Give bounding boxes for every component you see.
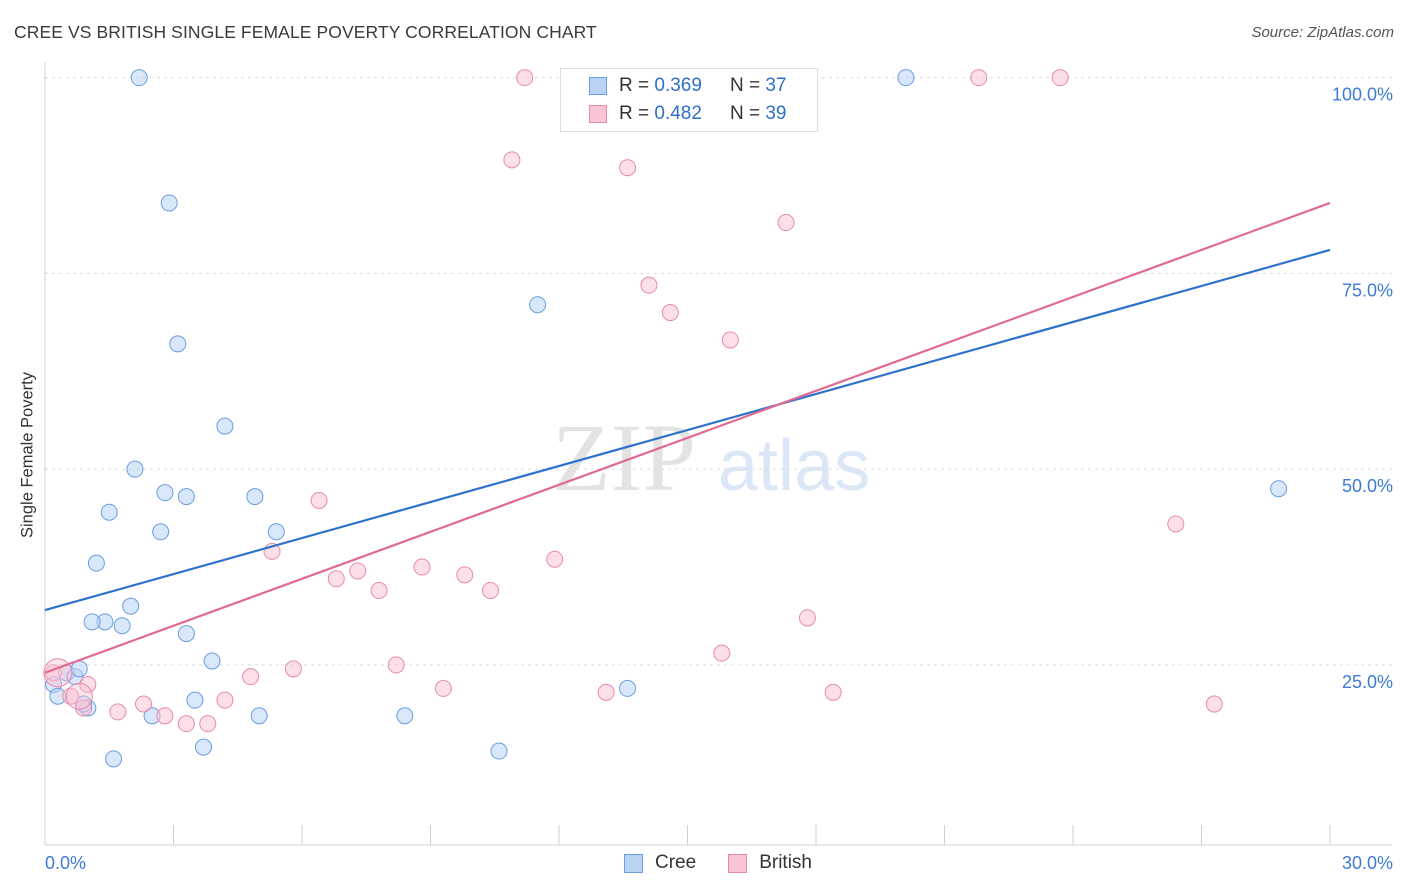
- legend-item-cree[interactable]: Cree: [624, 852, 696, 874]
- british-r-value: 0.482: [654, 103, 702, 124]
- cree-point: [160, 194, 178, 212]
- british-point: [546, 550, 564, 568]
- british-point: [370, 582, 388, 600]
- british-point: [824, 683, 842, 701]
- cree-point: [194, 738, 212, 756]
- y-tick-label: 50.0%: [1342, 476, 1393, 496]
- series-legend: Cree British: [624, 852, 844, 874]
- cree-point: [169, 335, 187, 353]
- cree-point: [152, 523, 170, 541]
- british-legend-swatch: [728, 853, 748, 873]
- y-tick-label: 75.0%: [1342, 280, 1393, 300]
- cree-point: [246, 488, 264, 506]
- british-point: [109, 703, 127, 721]
- british-trend-line: [44, 201, 1331, 674]
- british-point: [661, 304, 679, 322]
- british-swatch: [589, 105, 607, 123]
- british-point: [456, 566, 474, 584]
- british-point: [434, 679, 452, 697]
- cree-point: [87, 554, 105, 572]
- legend-row-cree: R = 0.369 N = 37: [561, 73, 786, 99]
- cree-point: [177, 488, 195, 506]
- cree-point: [156, 484, 174, 502]
- cree-point: [396, 707, 414, 725]
- british-point: [327, 570, 345, 588]
- source-label: Source: ZipAtlas.com: [1251, 24, 1394, 41]
- cree-point: [100, 503, 118, 521]
- cree-point: [177, 625, 195, 643]
- british-point: [349, 562, 367, 580]
- cree-point: [619, 679, 637, 697]
- correlation-legend: R = 0.369 N = 37 R = 0.482 N = 39: [560, 68, 818, 132]
- legend-row-british: R = 0.482 N = 39: [561, 101, 786, 127]
- n-label: N =: [729, 75, 761, 96]
- british-point: [79, 675, 97, 693]
- cree-n-value: 37: [765, 75, 787, 96]
- british-point: [135, 695, 153, 713]
- legend-item-british[interactable]: British: [728, 852, 812, 874]
- watermark-atlas: atlas: [718, 426, 870, 506]
- british-legend-label: British: [759, 852, 812, 873]
- y-tick-label: 100.0%: [1332, 85, 1393, 105]
- chart-title: CREE VS BRITISH SINGLE FEMALE POVERTY CO…: [14, 22, 597, 42]
- british-point: [516, 69, 534, 87]
- british-point: [216, 691, 234, 709]
- x-tick-label: 0.0%: [45, 853, 86, 873]
- cree-legend-swatch: [624, 853, 643, 873]
- cree-trend-line: [44, 248, 1331, 612]
- y-axis-label: Single Female Poverty: [18, 372, 37, 538]
- cree-r-value: 0.369: [654, 75, 702, 96]
- cree-point: [216, 417, 234, 435]
- cree-point: [203, 652, 221, 670]
- british-point: [242, 668, 260, 686]
- british-point: [798, 609, 816, 627]
- british-n-value: 39: [765, 103, 787, 124]
- cree-point: [130, 69, 148, 87]
- cree-legend-label: Cree: [655, 852, 697, 873]
- cree-point: [897, 69, 915, 87]
- british-point: [284, 660, 302, 678]
- cree-point: [529, 296, 547, 314]
- cree-point: [105, 750, 123, 768]
- cree-swatch: [589, 77, 607, 95]
- n-label: N =: [729, 103, 761, 124]
- cree-point: [113, 617, 131, 635]
- british-point: [619, 159, 637, 177]
- cree-point: [267, 523, 285, 541]
- cree-point: [250, 707, 268, 725]
- british-point: [1167, 515, 1185, 533]
- british-point: [721, 331, 739, 349]
- british-point: [970, 69, 988, 87]
- british-point: [777, 214, 795, 232]
- cree-point: [122, 597, 140, 615]
- x-tick-label: 30.0%: [1342, 853, 1393, 873]
- cree-point: [126, 460, 144, 478]
- british-point: [387, 656, 405, 674]
- british-point: [65, 682, 93, 710]
- r-label: R =: [619, 103, 650, 124]
- british-point: [75, 699, 93, 717]
- british-point: [413, 558, 431, 576]
- british-point: [713, 644, 731, 662]
- british-point: [640, 276, 658, 294]
- british-point: [503, 151, 521, 169]
- british-point: [199, 715, 217, 733]
- y-tick-label: 25.0%: [1342, 672, 1393, 692]
- cree-point: [490, 742, 508, 760]
- cree-point: [83, 613, 101, 631]
- british-point: [1205, 695, 1223, 713]
- british-point: [1051, 69, 1069, 87]
- r-label: R =: [619, 75, 650, 96]
- british-point: [481, 582, 499, 600]
- cree-point: [1270, 480, 1288, 498]
- watermark-zip: ZIP: [552, 404, 696, 511]
- british-point: [177, 715, 195, 733]
- british-point: [310, 491, 328, 509]
- british-point: [597, 683, 615, 701]
- cree-point: [186, 691, 204, 709]
- british-point: [156, 707, 174, 725]
